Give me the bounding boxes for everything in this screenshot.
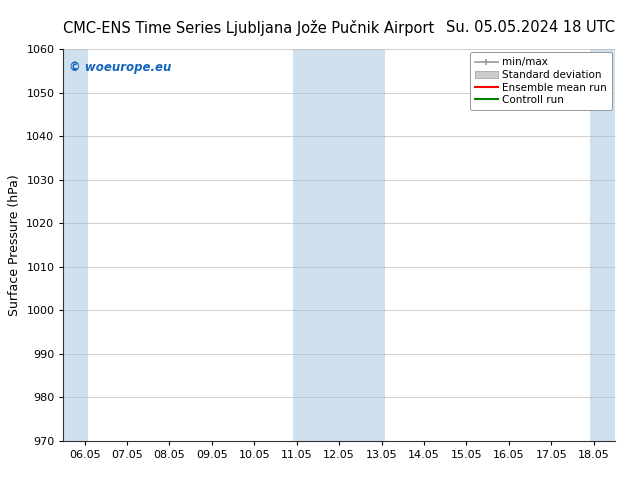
Bar (294, 49, 385, 441)
Text: CMC-ENS Time Series Ljubljana Jože Pučnik Airport: CMC-ENS Time Series Ljubljana Jože Pučni… (63, 20, 435, 36)
Legend: min/max, Standard deviation, Ensemble mean run, Controll run: min/max, Standard deviation, Ensemble me… (470, 52, 612, 110)
Y-axis label: Surface Pressure (hPa): Surface Pressure (hPa) (8, 174, 21, 316)
Bar (63, 49, 88, 441)
Text: © woeurope.eu: © woeurope.eu (69, 61, 171, 74)
Bar (590, 49, 615, 441)
Text: Su. 05.05.2024 18 UTC: Su. 05.05.2024 18 UTC (446, 20, 615, 35)
